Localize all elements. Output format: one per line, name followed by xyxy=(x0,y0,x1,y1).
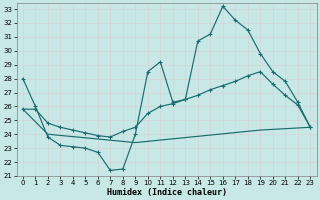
X-axis label: Humidex (Indice chaleur): Humidex (Indice chaleur) xyxy=(107,188,227,197)
